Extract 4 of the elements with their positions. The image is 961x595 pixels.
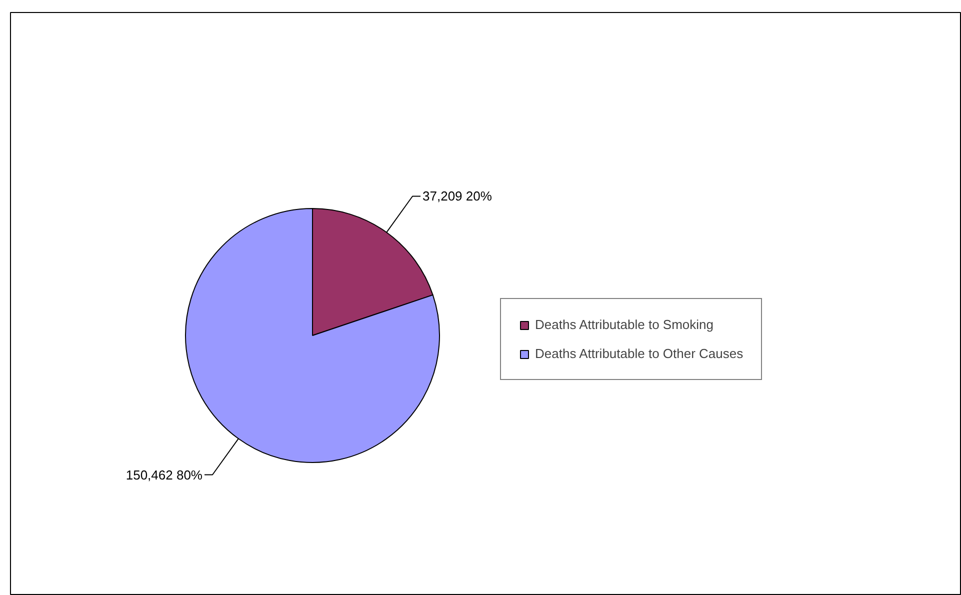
data-label: 150,462 80% (126, 467, 203, 482)
legend-label: Deaths Attributable to Other Causes (535, 346, 744, 361)
data-label: 37,209 20% (422, 188, 492, 204)
legend-label: Deaths Attributable to Smoking (535, 317, 714, 332)
